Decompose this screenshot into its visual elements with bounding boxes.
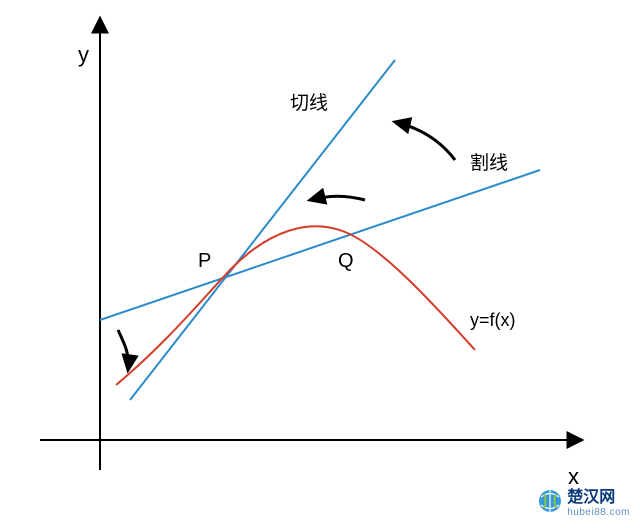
secant-label: 割线 [470,148,508,175]
motion-arrow-lower [118,330,128,370]
point-q-label: Q [338,250,354,273]
motion-arrow-middle [310,196,365,200]
tangent-line [130,60,395,400]
brand-url: hubei88.com [567,507,630,518]
tangent-label: 切线 [290,88,328,115]
curve-label: y=f(x) [470,310,516,331]
point-p-label: P [198,250,211,273]
secant-line [100,170,540,320]
function-curve [116,226,475,385]
motion-arrow-upper [395,122,455,160]
globe-icon [537,488,563,514]
brand-name: 楚汉网 [567,483,630,507]
brand-logo: 楚汉网 hubei88.com [537,483,630,518]
y-axis-label: y [78,42,89,68]
tangent-secant-diagram [0,0,640,528]
